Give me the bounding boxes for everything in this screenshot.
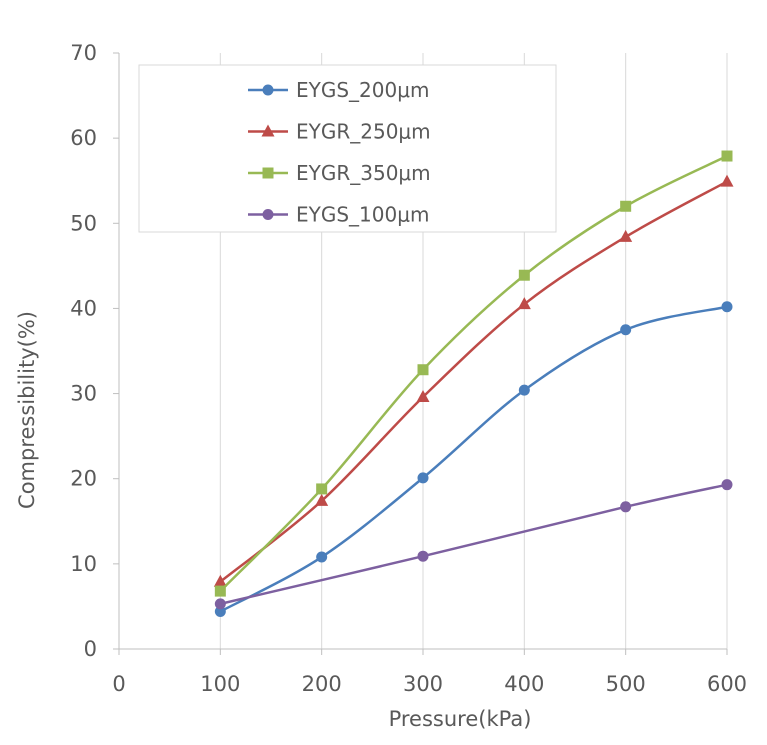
data-point-circle: [417, 472, 429, 484]
x-tick-label: 400: [504, 672, 544, 696]
legend-label: EYGR_250μm: [296, 120, 431, 144]
data-point-circle: [721, 479, 733, 491]
data-point-square: [214, 585, 226, 597]
legend: EYGS_200μm EYGR_250μm EYGR_350μm EYGS_100μm: [138, 64, 557, 233]
series-group: [213, 150, 734, 618]
y-tick-label: 70: [70, 41, 97, 65]
axes: 0 100 200 300 400 500 600 0 10 20 30 40 50 60 70: [70, 41, 747, 696]
data-point-circle: [262, 209, 274, 220]
x-tick-label: 500: [606, 672, 646, 696]
x-tick-label: 600: [707, 672, 747, 696]
data-point-square: [262, 167, 274, 179]
y-axis-label: Compressibility(%): [15, 311, 39, 509]
data-point-circle: [262, 84, 274, 96]
data-point-circle: [417, 550, 429, 562]
y-tick-label: 60: [70, 126, 97, 150]
data-point-circle: [721, 301, 733, 313]
series-EYGS_200μm: [214, 301, 733, 618]
data-point-square: [620, 200, 632, 212]
y-tick-label: 0: [84, 637, 97, 661]
y-tick-label: 30: [70, 382, 97, 406]
y-tick-label: 50: [70, 211, 97, 235]
data-point-triangle: [416, 389, 430, 402]
data-point-circle: [620, 324, 632, 336]
data-point-triangle: [619, 229, 633, 242]
x-tick-label: 200: [302, 672, 342, 696]
data-point-circle: [620, 501, 632, 513]
series-line: [220, 483, 728, 606]
y-tick-label: 40: [70, 296, 97, 320]
data-point-square: [518, 269, 530, 281]
series-line: [219, 305, 728, 613]
data-point-circle: [518, 384, 530, 396]
data-point-triangle: [261, 124, 275, 137]
series-EYGS_100μm: [214, 479, 733, 610]
data-point-triangle: [720, 174, 734, 187]
x-axis-label: Pressure(kPa): [389, 707, 532, 731]
legend-label: EYGR_350μm: [296, 161, 431, 185]
series-line: [219, 180, 728, 583]
data-point-triangle: [315, 493, 329, 506]
data-point-square: [417, 364, 429, 376]
legend-label: EYGS_100μm: [296, 203, 429, 227]
data-point-square: [721, 150, 733, 162]
data-point-triangle: [213, 574, 227, 587]
x-tick-label: 100: [200, 672, 240, 696]
data-point-square: [316, 483, 328, 495]
y-tick-label: 20: [70, 467, 97, 491]
legend-label: EYGS_200μm: [296, 78, 429, 102]
legend-box: [138, 64, 557, 233]
data-point-triangle: [517, 297, 531, 310]
series-EYGR_250μm: [213, 174, 734, 587]
x-tick-label: 300: [403, 672, 443, 696]
series-EYGR_350μm: [214, 150, 733, 597]
x-tick-label: 0: [112, 672, 125, 696]
data-point-circle: [214, 598, 226, 610]
data-point-circle: [316, 551, 328, 563]
data-point-circle: [214, 606, 226, 618]
y-tick-label: 10: [70, 552, 97, 576]
